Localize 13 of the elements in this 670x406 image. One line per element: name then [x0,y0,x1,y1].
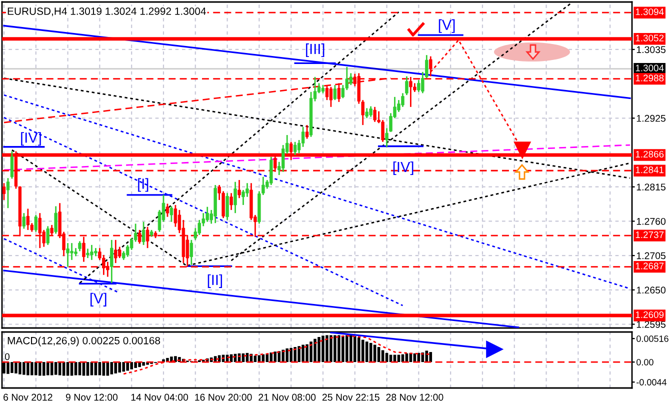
y-tick-label: 1.2595 [636,320,666,328]
x-tick-label: 14 Nov 04:00 [131,394,188,401]
x-tick-label: 21 Nov 08:00 [258,394,316,401]
ref-line-label: 0 [4,353,10,360]
x-tick-label: 9 Nov 12:00 [66,394,118,401]
x-tick-label: 6 Nov 2012 [4,394,52,401]
y-tick-label: 0.00 [636,359,654,366]
y-tick-label: 0.00516 [636,336,668,342]
x-tick-label: 28 Nov 12:00 [386,394,444,401]
y-tick-label: -0.0044 [636,379,667,386]
chart-title: MACD(12,26,9) 0.00225 0.00168 [8,336,160,346]
x-tick-label: 16 Nov 20:00 [195,394,252,401]
x-tick-label: 25 Nov 22:15 [322,394,380,401]
